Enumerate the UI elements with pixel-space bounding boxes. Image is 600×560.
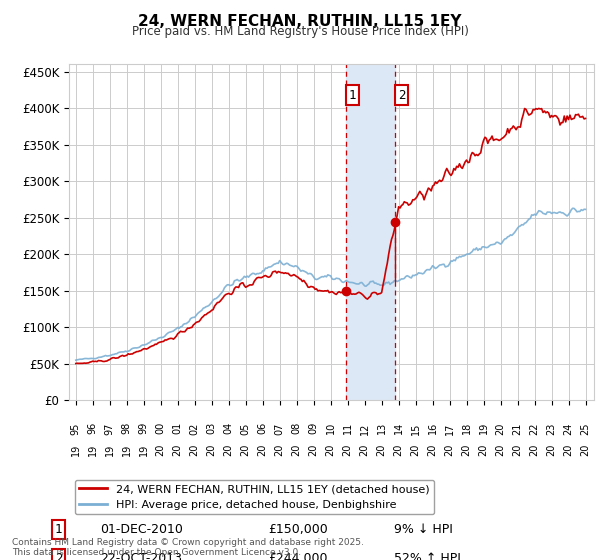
Text: 25: 25 [581,422,590,435]
Text: 20: 20 [257,444,268,456]
Text: 20: 20 [190,444,200,456]
Text: 17: 17 [445,422,455,435]
Text: 19: 19 [105,444,115,456]
Text: 20: 20 [563,444,574,456]
Text: 20: 20 [308,444,319,456]
Text: 20: 20 [445,444,455,456]
Text: 9% ↓ HPI: 9% ↓ HPI [395,523,454,536]
Text: 20: 20 [479,444,488,456]
Text: 08: 08 [292,422,302,435]
Text: 20: 20 [343,444,353,456]
Text: 22: 22 [530,422,539,435]
Text: 15: 15 [410,422,421,435]
Text: 95: 95 [71,422,81,435]
Bar [346,64,395,400]
Text: 98: 98 [122,422,132,435]
Text: 2: 2 [398,88,405,101]
Text: 20: 20 [359,444,370,456]
Text: 2: 2 [55,552,62,560]
Text: 19: 19 [139,444,149,456]
Text: 96: 96 [88,422,98,435]
Text: 22-OCT-2013: 22-OCT-2013 [101,552,182,560]
Text: 05: 05 [241,422,251,435]
Text: 23: 23 [547,422,557,435]
Text: 13: 13 [377,422,386,435]
Text: 03: 03 [207,422,217,435]
Text: 09: 09 [308,422,319,435]
Text: 97: 97 [105,422,115,435]
Text: 20: 20 [207,444,217,456]
Text: 24, WERN FECHAN, RUTHIN, LL15 1EY: 24, WERN FECHAN, RUTHIN, LL15 1EY [138,14,462,29]
Text: 20: 20 [326,444,335,456]
Text: 04: 04 [224,422,234,435]
Text: Price paid vs. HM Land Registry's House Price Index (HPI): Price paid vs. HM Land Registry's House … [131,25,469,38]
Text: 20: 20 [410,444,421,456]
Text: 52% ↑ HPI: 52% ↑ HPI [395,552,461,560]
Text: 12: 12 [359,422,370,435]
Text: 21: 21 [512,422,523,435]
Text: 02: 02 [190,422,200,435]
Text: £150,000: £150,000 [269,523,328,536]
Text: 20: 20 [428,444,437,456]
Text: 1: 1 [349,88,356,101]
Text: 20: 20 [292,444,302,456]
Text: 20: 20 [173,444,183,456]
Text: 06: 06 [257,422,268,435]
Text: 10: 10 [326,422,335,435]
Text: 20: 20 [512,444,523,456]
Text: 19: 19 [122,444,132,456]
Text: 20: 20 [461,444,472,456]
Text: 1: 1 [55,523,62,536]
Text: £244,000: £244,000 [269,552,328,560]
Text: 20: 20 [496,422,506,435]
Text: 20: 20 [156,444,166,456]
Text: 20: 20 [241,444,251,456]
Text: 18: 18 [461,422,472,435]
Text: 20: 20 [547,444,557,456]
Text: 14: 14 [394,422,404,435]
Text: 16: 16 [428,422,437,435]
Text: Contains HM Land Registry data © Crown copyright and database right 2025.
This d: Contains HM Land Registry data © Crown c… [12,538,364,557]
Text: 11: 11 [343,422,353,435]
Text: 20: 20 [530,444,539,456]
Text: 19: 19 [71,444,81,456]
Text: 20: 20 [496,444,506,456]
Text: 01: 01 [173,422,183,435]
Text: 99: 99 [139,422,149,435]
Text: 01-DEC-2010: 01-DEC-2010 [101,523,184,536]
Text: 20: 20 [275,444,284,456]
Text: 20: 20 [224,444,234,456]
Text: 19: 19 [479,422,488,435]
Text: 20: 20 [581,444,590,456]
Text: 07: 07 [275,422,284,435]
Text: 20: 20 [394,444,404,456]
Legend: 24, WERN FECHAN, RUTHIN, LL15 1EY (detached house), HPI: Average price, detached: 24, WERN FECHAN, RUTHIN, LL15 1EY (detac… [74,480,434,514]
Text: 24: 24 [563,422,574,435]
Text: 20: 20 [377,444,386,456]
Text: 19: 19 [88,444,98,456]
Text: 00: 00 [156,422,166,435]
